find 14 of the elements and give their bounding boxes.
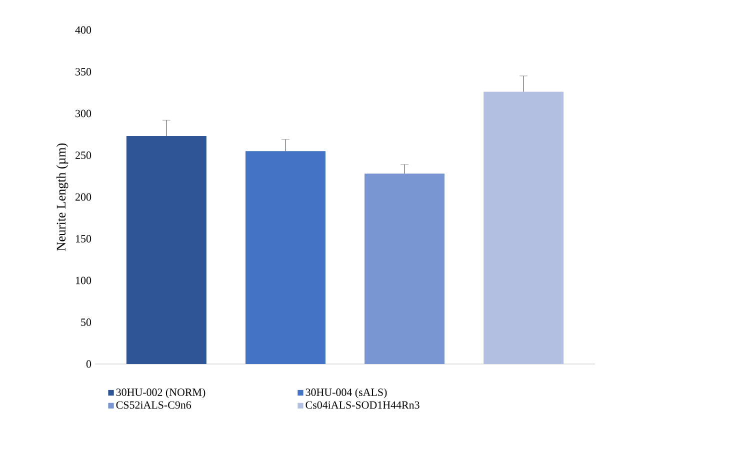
y-tick-label: 100: [76, 276, 92, 284]
legend-label: 30HU-002 (NORM): [116, 388, 206, 398]
y-tick-label: 300: [76, 110, 92, 118]
y-tick-label: 200: [76, 193, 92, 201]
y-tick-label: 350: [76, 68, 92, 76]
y-axis-title: Neurite Length (µm): [56, 143, 68, 251]
y-tick-label: 400: [75, 26, 92, 34]
y-tick-label: 250: [76, 152, 92, 159]
legend-label: CS52iALS-C9n6: [116, 401, 192, 409]
y-tick-label: 150: [76, 235, 92, 242]
legend-label: 30HU-004 (sALS): [306, 388, 387, 398]
y-tick-label: 0: [86, 360, 92, 368]
y-tick-label: 50: [81, 318, 92, 326]
legend-label: Cs04iALS-SOD1H44Rn3: [306, 401, 420, 409]
